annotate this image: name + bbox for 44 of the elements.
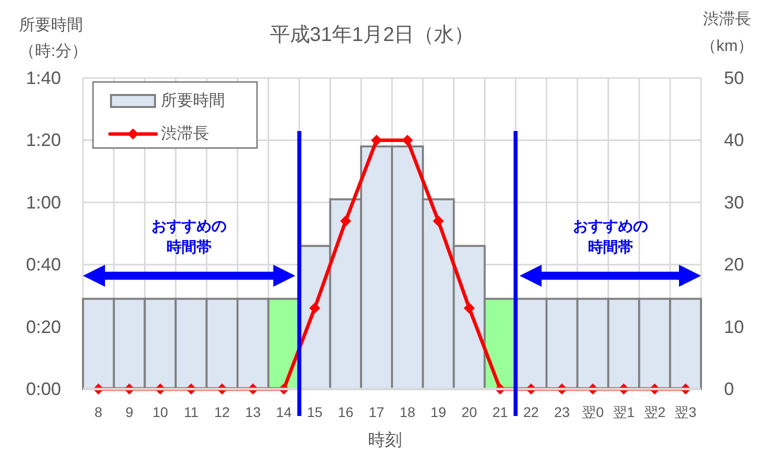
x-tick-label: 11 — [184, 404, 199, 420]
x-tick-label: 17 — [368, 404, 385, 420]
y2-tick-label: 0 — [724, 379, 734, 399]
x-tick-label: 14 — [276, 404, 292, 420]
x-tick-label: 翌2 — [644, 404, 666, 420]
x-tick-label: 翌0 — [582, 404, 604, 420]
point — [340, 216, 352, 227]
x-tick-label: 18 — [400, 404, 416, 420]
y-tick-label: 0:40 — [26, 254, 61, 275]
chart-title: 平成31年1月2日（水） — [270, 24, 474, 46]
y-tick-label: 1:00 — [26, 192, 61, 212]
x-tick-label: 10 — [152, 404, 168, 420]
y2-tick-label: 20 — [724, 254, 744, 275]
x-tick-label: 8 — [94, 404, 103, 420]
y-tick-label: 1:40 — [26, 68, 61, 88]
x-tick-label: 19 — [430, 404, 446, 420]
y-tick-label: 0:00 — [26, 379, 61, 399]
legend-label: 所要時間 — [161, 92, 225, 110]
x-tick-label: 20 — [461, 404, 478, 420]
y-tick-label: 0:20 — [26, 316, 61, 337]
annotation: おすすめの時間帯 — [150, 216, 228, 258]
x-tick-label: 21 — [492, 404, 508, 420]
legend-label: 渋滞長 — [161, 124, 209, 142]
x-tick-label: 16 — [338, 404, 354, 420]
y2-tick-label: 40 — [724, 130, 744, 150]
x-tick-label: 23 — [554, 404, 570, 420]
y2-tick-label: 10 — [724, 316, 744, 337]
y2-tick-label: 50 — [724, 68, 744, 88]
point — [432, 216, 444, 227]
point — [464, 302, 475, 314]
x-tick-label: 翌1 — [612, 404, 635, 420]
x-tick-label: 翌3 — [674, 404, 697, 420]
point — [309, 302, 320, 314]
x-tick-label: 15 — [306, 404, 323, 420]
annotation: おすすめの時間帯 — [572, 216, 649, 258]
x-tick-label: 22 — [523, 404, 540, 420]
y2-tick-label: 30 — [724, 192, 744, 212]
x-tick-label: 9 — [125, 404, 134, 420]
x-tick-label: 12 — [214, 404, 230, 420]
y-tick-label: 1:20 — [26, 130, 61, 150]
x-tick-label: 13 — [245, 404, 261, 420]
y-axis-title: 所要時間（時:分） — [19, 16, 88, 62]
x-axis-title: 時刻 — [368, 430, 402, 450]
y2-axis-title: 渋滞長（km） — [699, 10, 755, 57]
